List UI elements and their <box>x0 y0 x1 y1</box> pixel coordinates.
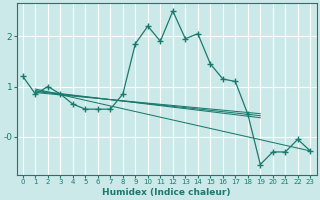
X-axis label: Humidex (Indice chaleur): Humidex (Indice chaleur) <box>102 188 231 197</box>
